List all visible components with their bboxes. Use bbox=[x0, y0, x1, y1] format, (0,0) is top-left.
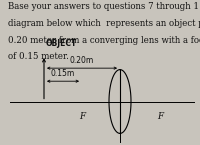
Text: OBJECT: OBJECT bbox=[46, 39, 77, 48]
Text: 0.15m: 0.15m bbox=[51, 69, 75, 78]
Text: 0.20 meter from a converging lens with a focal length: 0.20 meter from a converging lens with a… bbox=[8, 36, 200, 45]
Text: F: F bbox=[157, 112, 163, 121]
Text: 0.20m: 0.20m bbox=[70, 56, 94, 65]
Text: diagram below which  represents an object placed: diagram below which represents an object… bbox=[8, 19, 200, 28]
Text: of 0.15 meter.: of 0.15 meter. bbox=[8, 52, 69, 61]
Text: Base your answers to questions 7 through 11 on the: Base your answers to questions 7 through… bbox=[8, 2, 200, 11]
Text: F: F bbox=[79, 112, 85, 121]
